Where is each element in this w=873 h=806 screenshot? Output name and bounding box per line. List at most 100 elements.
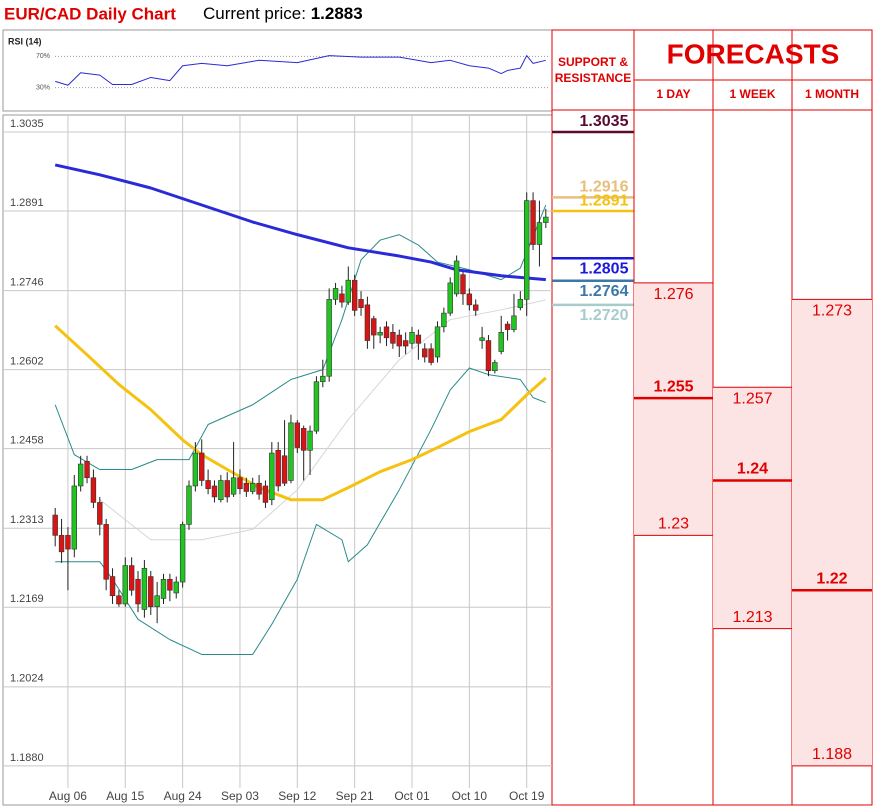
candle-body <box>543 216 549 223</box>
line <box>54 324 547 502</box>
x-tick-label: Aug 15 <box>106 789 144 803</box>
line <box>55 55 546 86</box>
candle-body <box>160 578 167 599</box>
candle-body <box>103 524 109 580</box>
candle-body <box>453 260 460 295</box>
candle-body <box>390 332 396 344</box>
candle-body <box>485 340 492 372</box>
forecast-target-label: 1.22 <box>816 570 847 587</box>
candle-body <box>154 595 160 608</box>
candle-body <box>377 332 383 336</box>
forecast-title: FORECASTS <box>667 38 840 69</box>
support-resistance-title: SUPPORT & RESISTANCE <box>554 55 632 85</box>
support-label: 1.2805 <box>580 260 629 277</box>
candle-body <box>186 485 192 525</box>
candle-body <box>422 348 428 358</box>
y-tick-label: 1.2313 <box>10 514 44 526</box>
x-tick-label: Aug 24 <box>164 789 202 803</box>
candle-body <box>402 340 409 347</box>
candle-body <box>447 282 453 314</box>
candle-body <box>332 288 339 300</box>
column-header: 1 MONTH <box>805 87 859 101</box>
forecast-range <box>713 387 792 629</box>
candle-body <box>396 334 402 347</box>
candle-body <box>530 200 536 245</box>
rsi-title: RSI (14) <box>8 36 42 46</box>
forecast-high-label: 1.273 <box>812 303 852 320</box>
x-tick-label: Sep 12 <box>278 789 316 803</box>
candle-body <box>84 460 90 479</box>
candle-body <box>224 480 230 498</box>
x-tick-label: Oct 19 <box>509 789 545 803</box>
support-label: 1.2891 <box>580 192 629 209</box>
candle-body <box>441 312 447 328</box>
candle-body <box>281 455 288 484</box>
candle-body <box>517 299 524 308</box>
forecast-range <box>792 299 872 766</box>
forecast-target-label: 1.24 <box>737 461 768 478</box>
forecast-low-label: 1.23 <box>658 516 689 533</box>
y-tick-label: 70% <box>36 53 50 60</box>
support-label: 1.2916 <box>580 179 629 196</box>
x-tick-label: Sep 21 <box>336 789 374 803</box>
candle-body <box>262 485 269 503</box>
candle-body <box>230 477 237 495</box>
candle-body <box>300 428 307 451</box>
forecast-low-label: 1.213 <box>732 609 772 626</box>
candle-body <box>71 485 78 550</box>
y-tick-label: 1.3035 <box>10 118 44 130</box>
forecast-high-label: 1.276 <box>653 286 693 303</box>
candle-body <box>211 485 218 498</box>
candle-body <box>116 595 122 605</box>
x-tick-label: Sep 03 <box>221 789 259 803</box>
y-tick-label: 1.2602 <box>10 356 44 368</box>
y-tick-label: 1.2169 <box>10 593 44 605</box>
candle-body <box>536 222 543 245</box>
column-header: 1 DAY <box>656 87 690 101</box>
candle-body <box>523 200 530 300</box>
candle-body <box>371 318 377 336</box>
candle-body <box>135 578 141 605</box>
candle-body <box>205 480 211 490</box>
candle-body <box>269 452 275 500</box>
candle-body <box>141 567 148 610</box>
candle-body <box>90 477 97 503</box>
candle-body <box>511 315 517 330</box>
x-tick-label: Aug 06 <box>49 789 87 803</box>
candle-body <box>250 482 256 492</box>
x-tick-label: Oct 01 <box>394 789 430 803</box>
candle-body <box>237 477 243 490</box>
candle-body <box>192 452 199 487</box>
candle-body <box>256 482 262 495</box>
y-tick-label: 1.2024 <box>10 673 44 685</box>
support-label: 1.3035 <box>580 113 629 130</box>
support-label: 1.2720 <box>580 307 629 324</box>
candle-body <box>364 304 371 341</box>
candle-body <box>122 565 128 605</box>
candle-body <box>339 293 345 303</box>
x-tick-label: Oct 10 <box>452 789 488 803</box>
candle-body <box>294 422 301 448</box>
candle-body <box>313 381 320 432</box>
y-tick-label: 1.1880 <box>10 752 44 764</box>
candle-body <box>179 524 186 583</box>
column-header: 1 WEEK <box>729 87 775 101</box>
candle-body <box>504 323 511 330</box>
candle-body <box>460 274 466 295</box>
candle-body <box>288 422 294 481</box>
y-tick-label: 1.2891 <box>10 197 44 209</box>
candle-body <box>218 480 224 500</box>
line <box>55 367 546 655</box>
candle-body <box>307 430 313 451</box>
candle-body <box>358 299 364 308</box>
candle-body <box>409 332 415 344</box>
candle-body <box>128 565 135 591</box>
forecast-low-label: 1.188 <box>812 746 852 763</box>
candle-body <box>492 362 498 372</box>
y-tick-label: 30% <box>36 84 50 91</box>
forecast-range <box>634 282 713 536</box>
candle-body <box>58 535 65 553</box>
support-label: 1.2764 <box>580 283 629 300</box>
